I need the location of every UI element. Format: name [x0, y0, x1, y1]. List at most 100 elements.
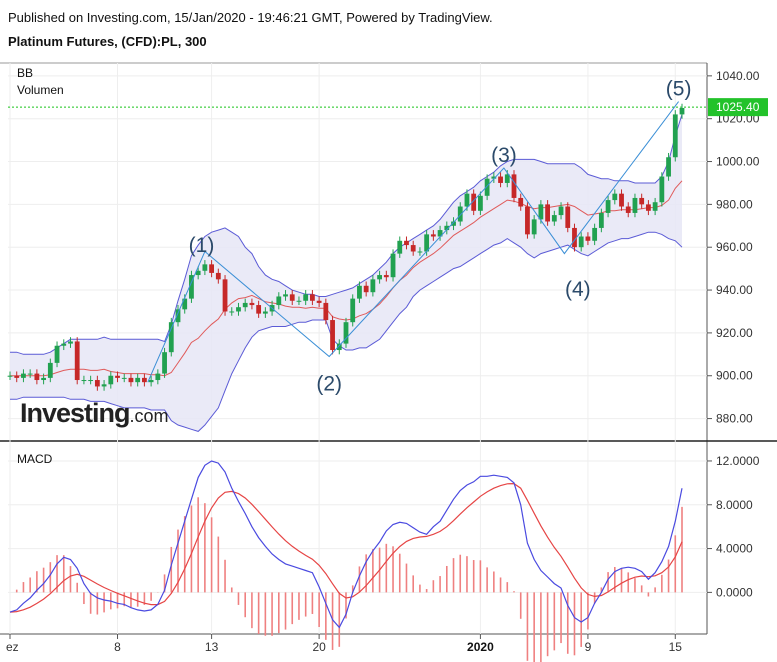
candle-body	[625, 206, 631, 213]
candle-body	[390, 253, 396, 278]
candle-body	[94, 380, 100, 387]
candle-body	[182, 298, 188, 310]
time-axis-label: 13	[205, 640, 219, 654]
volume-indicator-label[interactable]: Volumen	[17, 83, 64, 97]
investing-logo: Investing.com	[20, 398, 169, 428]
candle-body	[289, 294, 295, 301]
candle-body	[478, 195, 483, 211]
candle-body	[81, 380, 87, 382]
candle-body	[410, 245, 416, 252]
elliott-wave-path	[147, 101, 679, 383]
wave-label: (5)	[666, 78, 692, 101]
candle-body	[310, 294, 315, 301]
macd-signal-line	[9, 482, 683, 613]
candle-body	[397, 240, 403, 254]
price-axis-label: 880.00	[716, 412, 753, 426]
candle-body	[202, 264, 208, 271]
candle-body	[417, 251, 423, 253]
candle-body	[108, 375, 114, 385]
candle-body	[451, 221, 456, 226]
candle-body	[612, 193, 618, 201]
price-axis-label: 980.00	[716, 197, 753, 211]
macd-indicator-label[interactable]: MACD	[17, 452, 53, 466]
candle-body	[632, 197, 638, 213]
candle-body	[598, 212, 604, 228]
candle-body	[377, 275, 382, 280]
candle-body	[296, 300, 302, 302]
candle-body	[14, 375, 20, 378]
candle-body	[121, 377, 127, 379]
price-axis-label: 1040.00	[716, 69, 760, 83]
candle-body	[424, 234, 430, 252]
candle-body	[74, 341, 80, 381]
candle-body	[672, 114, 678, 158]
candle-body	[256, 305, 262, 314]
candle-body	[323, 302, 329, 321]
macd-axis-label: 4.0000	[716, 542, 753, 556]
published-caption: Published on Investing.com, 15/Jan/2020 …	[8, 10, 493, 25]
candle-body	[7, 375, 13, 377]
candle-body	[168, 322, 174, 353]
candle-body	[525, 206, 530, 235]
candle-body	[357, 285, 362, 299]
candle-body	[652, 202, 658, 211]
candle-body	[330, 320, 335, 351]
candle-body	[276, 296, 282, 306]
time-axis-label: 8	[114, 640, 121, 654]
candle-body	[101, 384, 107, 387]
bb-indicator-label[interactable]: BB	[17, 66, 34, 80]
wave-label: (1)	[189, 234, 215, 257]
candle-body	[679, 107, 685, 115]
candle-body	[457, 206, 463, 222]
candle-body	[666, 157, 671, 177]
candle-body	[551, 215, 557, 222]
candle-body	[531, 219, 537, 235]
price-axis-label: 920.00	[716, 326, 753, 340]
candle-body	[484, 178, 490, 196]
candle-body	[175, 309, 181, 323]
candle-body	[162, 352, 167, 374]
candle-body	[498, 176, 503, 183]
candle-body	[605, 200, 611, 213]
candle-body	[41, 377, 46, 381]
candle-body	[491, 176, 497, 179]
candle-body	[128, 377, 134, 383]
candle-body	[229, 311, 235, 313]
candle-body	[88, 380, 94, 382]
candle-body	[404, 240, 409, 246]
macd-axis-label: 8.0000	[716, 498, 753, 512]
time-axis-label: ez	[6, 640, 19, 654]
candle-body	[370, 279, 376, 293]
candle-body	[27, 373, 33, 375]
price-axis-label: 900.00	[716, 369, 753, 383]
candle-body	[115, 375, 120, 378]
candle-body	[585, 236, 591, 241]
candle-body	[21, 373, 26, 378]
candle-body	[249, 302, 255, 306]
wave-label: (4)	[565, 278, 591, 301]
candle-body	[504, 174, 510, 183]
macd-axis-label: 0.0000	[716, 585, 753, 599]
candle-body	[437, 230, 443, 237]
time-axis-label: 9	[585, 640, 592, 654]
candle-body	[209, 264, 214, 273]
candle-body	[619, 193, 624, 207]
candle-body	[34, 373, 40, 381]
time-axis-label: 15	[669, 640, 683, 654]
candle-body	[518, 197, 524, 207]
time-axis-label: 2020	[467, 640, 494, 654]
time-axis-label: 20	[312, 640, 326, 654]
symbol-title: Platinum Futures, (CFD):PL, 300	[8, 34, 207, 49]
candle-body	[61, 343, 67, 346]
candle-body	[511, 174, 517, 198]
candle-body	[565, 206, 571, 228]
candle-body	[215, 272, 221, 280]
last-price-badge	[708, 98, 768, 117]
candle-body	[430, 234, 436, 237]
candle-body	[350, 298, 356, 323]
price-axis-label: 940.00	[716, 283, 753, 297]
candle-body	[135, 377, 141, 383]
candle-body	[464, 193, 470, 207]
candle-body	[383, 275, 389, 278]
